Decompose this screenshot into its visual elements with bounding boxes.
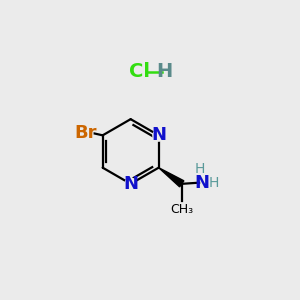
Circle shape (125, 178, 136, 190)
Text: H: H (156, 62, 172, 81)
Polygon shape (159, 168, 184, 187)
Text: H: H (195, 162, 206, 176)
Text: N: N (151, 126, 166, 144)
Circle shape (78, 125, 93, 140)
Text: N: N (123, 175, 138, 193)
Circle shape (153, 130, 164, 141)
Text: Br: Br (74, 124, 97, 142)
Text: Cl: Cl (129, 62, 150, 81)
Text: CH₃: CH₃ (170, 203, 193, 217)
Text: N: N (194, 174, 209, 192)
Text: H: H (208, 176, 219, 190)
